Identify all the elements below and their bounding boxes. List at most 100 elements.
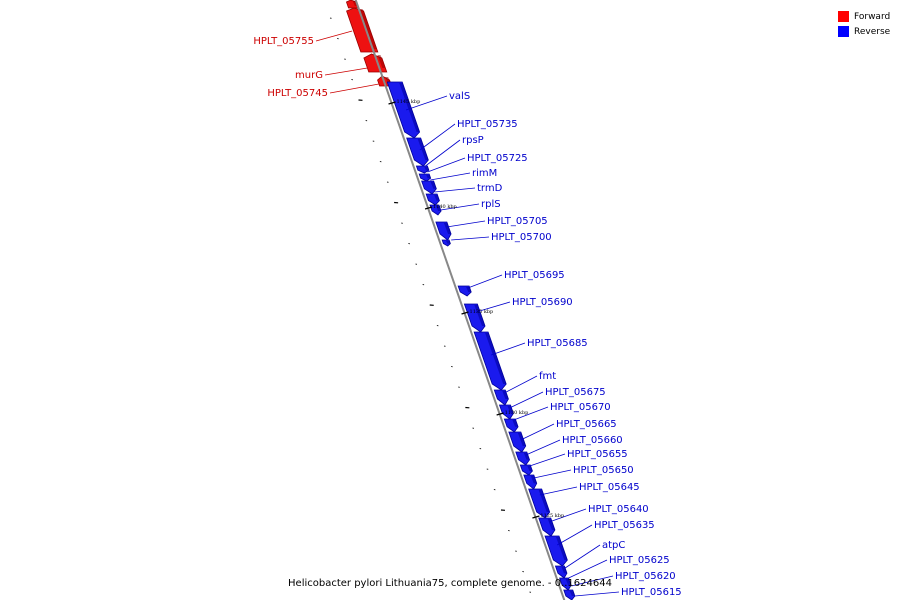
leader-line	[451, 236, 490, 241]
gene-body	[406, 137, 429, 167]
major-tick	[496, 412, 504, 416]
reverse-swatch	[838, 26, 849, 37]
gene-body	[473, 331, 507, 391]
genome-backbone	[354, 0, 566, 600]
gene-label-group: murG	[295, 70, 323, 81]
leader-line	[476, 301, 511, 313]
leader-line	[446, 220, 486, 228]
tick-label: 1140 kbp	[433, 204, 457, 210]
gene-label-group: HPLT_05665	[556, 419, 617, 430]
tick-label: 1145 kbp	[397, 99, 421, 105]
leader-line	[324, 67, 368, 76]
leader-line	[525, 439, 561, 456]
gene-label: HPLT_05725	[467, 153, 528, 164]
leader-line	[539, 486, 578, 496]
gene-label-group: HPLT_05615	[621, 587, 682, 598]
leader-line	[564, 544, 601, 569]
gene-label: atpC	[602, 540, 625, 551]
label-leader-lines	[315, 30, 620, 597]
gene-shadow	[556, 537, 568, 560]
reverse-gene-block	[473, 331, 507, 391]
tick-label: 1130 kbp	[505, 410, 529, 416]
gene-label: HPLT_05620	[615, 571, 676, 582]
leader-line	[329, 83, 380, 94]
gene-shadow	[359, 9, 377, 49]
gene-shadow	[443, 223, 452, 234]
major-tick	[461, 311, 469, 315]
gene-label: HPLT_05700	[491, 232, 552, 243]
gene-shadow	[424, 167, 429, 171]
gene-shadow	[512, 420, 519, 427]
leader-line	[571, 575, 614, 587]
gene-body	[528, 488, 551, 519]
reverse-gene-block	[415, 165, 430, 174]
reverse-gene-block	[544, 535, 568, 567]
gene-shadow	[430, 182, 437, 189]
gene-body	[386, 81, 421, 139]
gene-label-group: HPLT_05660	[562, 435, 623, 446]
reverse-gene-block	[421, 180, 437, 195]
minor-tick-marks	[329, 17, 532, 593]
gene-labels: HPLT_05755 murG HPLT_05745 valS HPLT_05735rp…	[253, 36, 681, 598]
gene-label-group: HPLT_05650	[573, 465, 634, 476]
gene-label: HPLT_05665	[556, 419, 617, 430]
leader-line	[419, 123, 456, 151]
gene-label-group: fmt	[539, 371, 556, 382]
strand-legend: Forward Reverse	[838, 9, 890, 39]
gene-label: HPLT_05625	[609, 555, 670, 566]
gene-body	[544, 535, 568, 567]
gene-shadow	[523, 453, 530, 460]
gene-shadow	[435, 206, 442, 211]
gene-label-group: HPLT_05725	[467, 153, 528, 164]
reverse-gene-block	[463, 303, 486, 333]
forward-gene-block	[363, 53, 388, 73]
leader-line	[434, 187, 476, 193]
leader-line	[440, 203, 480, 211]
gene-shadow	[530, 476, 537, 484]
gene-label: HPLT_05635	[594, 520, 655, 531]
gene-label-group: HPLT_05690	[512, 297, 573, 308]
gene-label-group: HPLT_05755	[253, 36, 314, 47]
reverse-gene-block	[503, 418, 519, 433]
gene-shadow	[446, 241, 451, 244]
leader-line	[529, 453, 566, 467]
gene-label: HPLT_05660	[562, 435, 623, 446]
gene-label-group: HPLT_05645	[579, 482, 640, 493]
gene-label-group: HPLT_05670	[550, 402, 611, 413]
forward-swatch	[838, 11, 849, 22]
leader-line	[430, 172, 471, 181]
gene-label-group: HPLT_05635	[594, 520, 655, 531]
reverse-gene-block	[559, 577, 572, 591]
gene-shadow	[426, 175, 431, 179]
gene-label: HPLT_05695	[504, 270, 565, 281]
gene-label: rpsP	[462, 135, 484, 146]
gene-shadow	[434, 195, 440, 201]
gene-shadow	[466, 287, 472, 292]
gene-shadow	[474, 305, 486, 326]
reverse-gene-block	[498, 404, 514, 420]
legend-forward: Forward	[838, 9, 890, 24]
reverse-gene-block	[429, 204, 442, 216]
gene-label: trmD	[477, 183, 503, 194]
reverse-gene-block	[519, 464, 533, 476]
gene-shadow	[565, 579, 572, 586]
leader-line	[490, 342, 526, 356]
gene-label: HPLT_05735	[457, 119, 518, 130]
reverse-gene-block	[386, 81, 421, 139]
gene-label: HPLT_05755	[253, 36, 314, 47]
gene-label-group: HPLT_05735	[457, 119, 518, 130]
gene-label-group: atpC	[602, 540, 625, 551]
reverse-gene-block	[563, 589, 576, 600]
leader-line	[520, 423, 555, 441]
legend-forward-label: Forward	[854, 11, 891, 22]
major-tick	[424, 206, 433, 210]
gene-label: HPLT_05615	[621, 587, 682, 598]
gene-shadow	[417, 139, 429, 160]
major-tick	[388, 101, 396, 105]
gene-label-group: trmD	[477, 183, 503, 194]
gene-label-group: HPLT_05685	[527, 338, 588, 349]
leader-line	[549, 508, 587, 523]
reverse-gene-block	[406, 137, 429, 167]
gene-label-group: rimM	[472, 168, 497, 179]
